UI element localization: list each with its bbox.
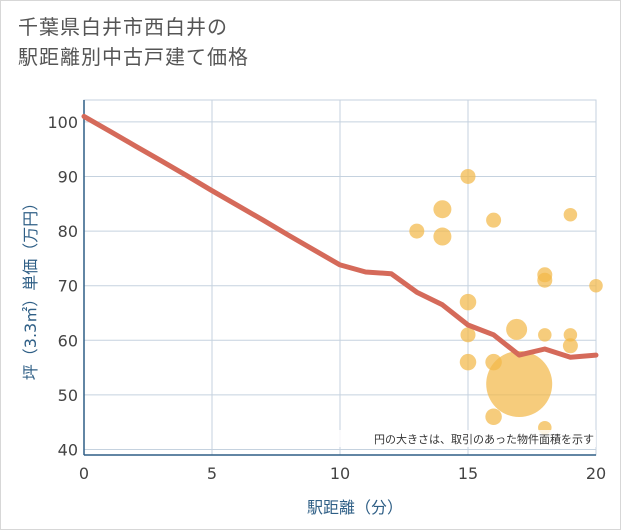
x-tick-label: 5 [207, 464, 217, 483]
data-point [486, 212, 502, 228]
data-point [459, 293, 477, 311]
grid-lines [83, 99, 597, 456]
data-point [538, 328, 552, 342]
x-tick-label: 0 [79, 464, 89, 483]
tick-labels: 0 5 10 15 20 40 50 60 70 80 90 100 [47, 113, 606, 483]
data-point [409, 223, 425, 239]
y-tick-label: 50 [58, 386, 78, 405]
y-tick-label: 90 [58, 167, 78, 186]
x-tick-label: 15 [458, 464, 478, 483]
y-tick-label: 60 [58, 331, 78, 350]
data-point [563, 207, 578, 222]
x-axis-label: 駅距離（分） [307, 498, 403, 517]
bubble-size-note: 円の大きさは、取引のあった物件面積を示す [374, 432, 594, 446]
data-point [486, 351, 553, 417]
data-point [537, 272, 553, 288]
data-point [433, 200, 452, 219]
data-points [409, 168, 603, 435]
data-point [563, 328, 578, 342]
data-point [485, 408, 502, 426]
chart-title-line1: 千葉県白井市西白井の [18, 15, 228, 39]
x-tick-label: 20 [586, 464, 606, 483]
data-point [460, 327, 476, 343]
trend-line [81, 113, 599, 360]
y-tick-label: 100 [47, 113, 78, 132]
x-tick-label: 10 [330, 464, 350, 483]
y-axis-label: 坪（3.3㎡）単価（万円） [21, 195, 40, 380]
y-tick-label: 80 [58, 222, 78, 241]
data-point [562, 338, 578, 354]
data-point [459, 353, 477, 371]
data-point [506, 318, 528, 340]
y-tick-label: 40 [58, 441, 78, 460]
chart-title: 千葉県白井市西白井の 駅距離別中古戸建て価格 [18, 12, 249, 72]
data-point [589, 278, 603, 293]
data-point [433, 227, 452, 246]
data-point [460, 168, 476, 184]
y-tick-label: 70 [58, 277, 78, 296]
note-background [318, 430, 596, 447]
chart-title-line2: 駅距離別中古戸建て価格 [18, 45, 249, 69]
